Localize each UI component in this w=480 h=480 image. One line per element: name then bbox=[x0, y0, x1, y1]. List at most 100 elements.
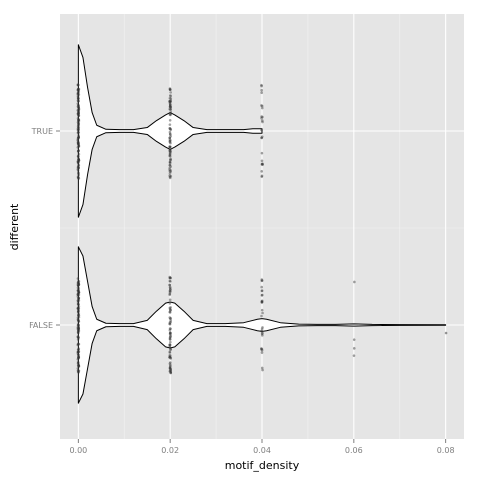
data-point bbox=[168, 175, 172, 179]
data-point bbox=[169, 170, 172, 173]
data-point bbox=[260, 136, 264, 140]
data-point bbox=[77, 111, 80, 115]
data-point bbox=[76, 165, 80, 169]
data-point bbox=[77, 320, 81, 323]
data-point bbox=[77, 319, 80, 322]
data-point bbox=[77, 347, 81, 351]
data-point bbox=[261, 115, 264, 119]
data-point bbox=[169, 356, 172, 359]
data-point bbox=[77, 355, 80, 359]
data-point bbox=[77, 157, 81, 161]
data-point bbox=[77, 364, 81, 368]
data-point bbox=[168, 285, 172, 289]
data-point bbox=[260, 308, 264, 312]
data-point bbox=[168, 161, 172, 165]
data-point bbox=[260, 83, 263, 87]
data-point bbox=[77, 131, 81, 134]
data-point bbox=[77, 114, 81, 117]
data-point bbox=[77, 104, 80, 107]
data-point bbox=[168, 350, 172, 354]
data-point bbox=[76, 291, 80, 295]
data-point bbox=[76, 330, 80, 334]
data-point bbox=[169, 108, 172, 111]
data-point bbox=[168, 87, 172, 90]
data-point bbox=[77, 176, 80, 179]
data-point bbox=[260, 278, 264, 281]
data-point bbox=[77, 283, 81, 286]
data-point bbox=[76, 92, 80, 96]
data-point bbox=[76, 323, 80, 326]
data-point bbox=[77, 123, 80, 127]
data-point bbox=[168, 96, 172, 100]
data-point bbox=[77, 353, 80, 357]
data-point bbox=[77, 163, 81, 167]
data-point bbox=[260, 106, 264, 110]
data-point bbox=[76, 120, 80, 124]
data-point bbox=[76, 277, 80, 280]
data-point bbox=[353, 280, 356, 284]
data-point bbox=[76, 302, 80, 306]
data-point bbox=[168, 149, 171, 152]
data-point bbox=[169, 94, 172, 97]
data-point bbox=[77, 108, 81, 111]
data-point bbox=[77, 88, 80, 91]
data-point bbox=[76, 88, 80, 92]
data-point bbox=[77, 290, 81, 294]
data-point bbox=[77, 355, 80, 358]
data-point bbox=[260, 300, 264, 304]
data-point bbox=[77, 291, 81, 294]
data-point bbox=[76, 357, 80, 361]
data-point bbox=[77, 305, 81, 308]
data-point bbox=[76, 126, 80, 129]
data-point bbox=[77, 159, 81, 162]
data-point bbox=[168, 130, 172, 134]
data-point bbox=[76, 350, 80, 354]
data-point bbox=[76, 150, 80, 153]
data-point bbox=[76, 149, 80, 153]
data-point bbox=[77, 155, 80, 159]
data-point bbox=[76, 130, 80, 134]
data-point bbox=[76, 331, 80, 334]
data-point bbox=[77, 171, 80, 175]
data-point bbox=[77, 112, 80, 115]
data-point bbox=[76, 306, 80, 310]
data-point bbox=[77, 99, 80, 103]
data-point bbox=[260, 135, 264, 138]
data-point bbox=[261, 368, 264, 372]
data-point bbox=[169, 145, 172, 149]
data-point bbox=[168, 289, 172, 293]
data-point bbox=[76, 307, 80, 311]
data-point bbox=[168, 152, 172, 155]
x-tick-label: 0.00 bbox=[69, 446, 87, 455]
data-point bbox=[260, 159, 264, 163]
data-point bbox=[168, 107, 171, 111]
data-point bbox=[260, 289, 264, 292]
data-point bbox=[76, 92, 80, 96]
data-point bbox=[77, 291, 81, 294]
data-point bbox=[77, 365, 81, 368]
data-point bbox=[76, 161, 80, 165]
data-point bbox=[168, 145, 172, 148]
data-point bbox=[77, 281, 80, 285]
data-point bbox=[260, 170, 263, 173]
data-point bbox=[77, 105, 80, 109]
data-point bbox=[168, 337, 172, 341]
data-point bbox=[169, 158, 172, 162]
x-tick-label: 0.08 bbox=[437, 446, 455, 455]
data-point bbox=[168, 365, 172, 369]
data-point bbox=[76, 293, 80, 297]
data-point bbox=[168, 152, 172, 156]
data-point bbox=[169, 158, 172, 162]
data-point bbox=[168, 362, 172, 365]
data-point bbox=[169, 141, 172, 145]
data-point bbox=[77, 296, 80, 300]
data-point bbox=[168, 150, 172, 154]
x-tick-label: 0.04 bbox=[253, 446, 271, 455]
data-point bbox=[77, 123, 80, 126]
data-point bbox=[76, 88, 80, 91]
data-point bbox=[77, 143, 80, 146]
data-point bbox=[76, 338, 80, 341]
data-point bbox=[77, 127, 80, 131]
data-point bbox=[168, 310, 171, 314]
data-point bbox=[260, 300, 264, 304]
